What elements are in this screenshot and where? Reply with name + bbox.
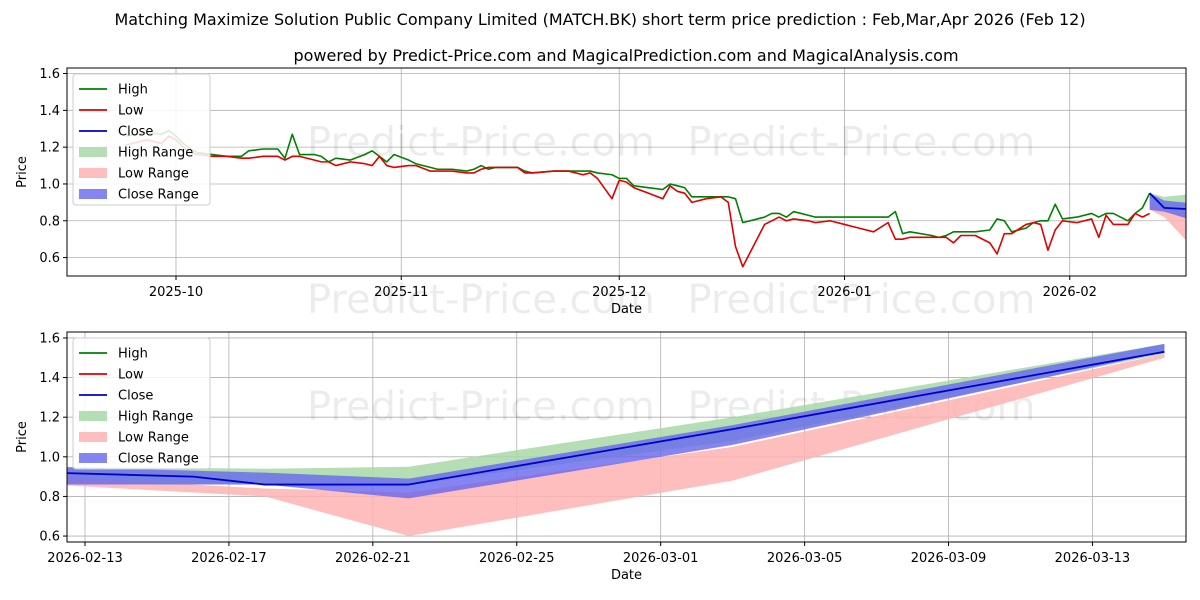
x-tick-label: 2026-02-25 [479,551,555,566]
x-tick-label: 2026-02 [1043,285,1097,300]
close-range-band [67,343,1165,499]
y-tick-label: 0.8 [39,214,60,229]
legend-label: Low Range [118,167,189,182]
bottom-panel: Predict-Price.comPredict-Price.com2026-0… [15,331,1187,583]
legend-label: Close Range [118,452,199,467]
x-axis-label: Date [611,302,642,317]
y-tick-label: 1.6 [39,331,60,346]
legend-patch-swatch [79,147,107,157]
watermark: Predict-Price.com [688,277,1036,323]
legend-box [72,73,211,206]
close-forecast-line [67,350,1165,486]
y-tick-label: 0.6 [39,530,60,545]
y-tick-label: 1.2 [39,411,60,426]
low-series-line [124,135,1151,268]
y-axis-label: Price [15,156,30,188]
y-tick-label: 1.4 [39,371,60,386]
plot-frame [66,331,1187,543]
plot-frame [66,67,1187,277]
x-tick-label: 2026-02-17 [191,551,267,566]
legend-label: High Range [118,410,193,425]
legend-label: Low [118,368,144,383]
x-axis-label: Date [611,568,642,583]
legend-label: Low Range [118,431,189,446]
legend-label: Close Range [118,188,199,203]
y-tick-label: 0.8 [39,490,60,505]
legend-patch-swatch [79,432,107,442]
low-range-band [1149,202,1186,241]
x-tick-label: 2026-02-13 [47,551,123,566]
watermark: Predict-Price.com [688,119,1036,165]
legend-label: Low [118,104,144,119]
high-series-line [124,129,1151,239]
chart-title: Matching Maximize Solution Public Compan… [114,10,1085,29]
watermark: Predict-Price.com [307,119,655,165]
y-tick-label: 1.4 [39,104,60,119]
top-panel: Predict-Price.com Predict-Price.com Predic… [15,67,1187,323]
y-tick-label: 0.6 [39,251,60,266]
x-tick-label: 2026-03-09 [911,551,987,566]
x-tick-label: 2026-02-21 [335,551,411,566]
x-tick-label: 2025-11 [374,285,428,300]
legend-label: High [118,347,148,362]
y-tick-label: 1.0 [39,450,60,465]
watermark: Predict-Price.com [307,384,655,430]
legend-patch-swatch [79,453,107,463]
x-tick-label: 2025-10 [149,285,203,300]
legend-patch-swatch [79,189,107,199]
chart-subtitle: powered by Predict-Price.com and Magical… [293,46,958,65]
close-forecast-line [1149,192,1186,210]
x-tick-label: 2026-01 [817,285,871,300]
x-tick-label: 2026-03-13 [1055,551,1131,566]
x-tick-label: 2026-03-05 [767,551,843,566]
legend: High Low Close High Range Low Range Close Ran… [72,337,211,470]
y-tick-label: 1.0 [39,177,60,192]
legend-label: Close [118,125,153,140]
legend-label: High [118,83,148,98]
watermark: Predict-Price.com [307,277,655,323]
y-tick-label: 1.6 [39,67,60,82]
x-tick-label: 2025-12 [592,285,646,300]
y-tick-label: 1.2 [39,141,60,156]
low-range-band [67,353,1165,537]
legend-label: Close [118,389,153,404]
y-axis-label: Price [15,421,30,453]
legend-patch-swatch [79,411,107,421]
legend: High Low Close High Range Low Range Close Ran… [72,73,211,206]
legend-patch-swatch [79,168,107,178]
legend-label: High Range [118,146,193,161]
x-tick-label: 2026-03-01 [623,551,699,566]
close-range-band [1149,193,1186,219]
legend-box [72,337,211,470]
